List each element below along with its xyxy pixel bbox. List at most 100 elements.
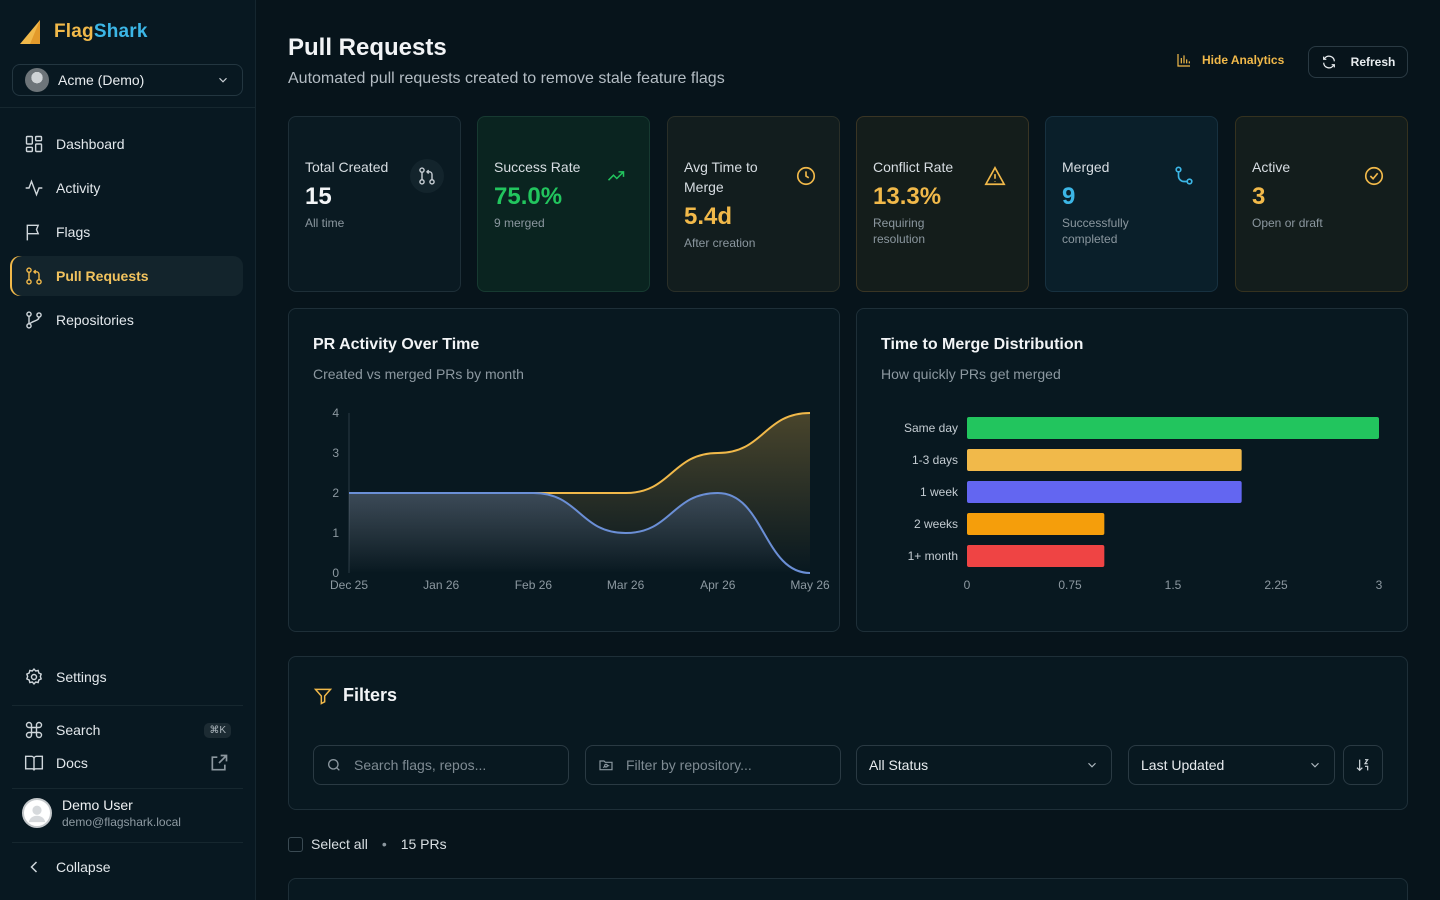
org-avatar (25, 68, 49, 92)
select-all-checkbox[interactable] (288, 836, 303, 852)
sidebar-item-docs[interactable]: Docs (10, 743, 243, 783)
sidebar-item-settings[interactable]: Settings (10, 657, 243, 697)
x-tick-label: 0 (964, 578, 971, 592)
y-category-label: 1+ month (908, 549, 958, 563)
stat-note: After creation (684, 236, 756, 250)
stat-card-merged: Merged 9 Successfully completed (1045, 116, 1218, 292)
stat-note: Successfully completed (1062, 216, 1129, 246)
user-profile[interactable]: Demo User demo@flagshark.local (22, 797, 181, 829)
sidebar-item-repositories[interactable]: Repositories (10, 300, 243, 340)
chart-title: PR Activity Over Time (313, 336, 480, 353)
sort-direction-button[interactable] (1343, 745, 1383, 785)
page-title: Pull Requests (288, 34, 447, 61)
y-category-label: Same day (904, 421, 958, 435)
x-tick-label: 2.25 (1264, 578, 1288, 592)
merge-distribution-panel: Time to Merge Distribution How quickly P… (856, 308, 1408, 632)
sidebar-item-label: Flags (56, 224, 91, 240)
folder-git-icon (599, 760, 613, 771)
stat-value: 75.0% (494, 183, 563, 210)
grid-icon (25, 135, 43, 153)
sort-select-value: Last Updated (1141, 757, 1225, 773)
chart-subtitle: How quickly PRs get merged (881, 366, 1061, 382)
gear-icon (25, 668, 43, 685)
x-tick-label: May 26 (790, 578, 830, 592)
alert-triangle-icon (978, 159, 1012, 193)
search-icon (328, 759, 340, 771)
search-placeholder: Search flags, repos... (354, 757, 487, 773)
sidebar-item-dashboard[interactable]: Dashboard (10, 124, 243, 164)
chevron-left-icon (30, 861, 38, 873)
x-tick-label: 0.75 (1058, 578, 1082, 592)
stat-value: 5.4d (684, 203, 733, 230)
x-tick-label: Feb 26 (515, 578, 553, 592)
stat-value: 9 (1062, 183, 1076, 210)
sidebar-item-label: Search (56, 722, 101, 738)
sidebar-item-search[interactable]: Search ⌘K (10, 710, 243, 750)
series-line (349, 491, 811, 574)
github-avatar-icon (28, 805, 46, 823)
sidebar-item-label: Pull Requests (56, 268, 149, 284)
bar (967, 545, 1105, 567)
chevron-down-icon (219, 77, 227, 83)
git-pull-request-icon (410, 159, 444, 193)
stat-note: Requiring resolution (873, 216, 926, 246)
collapse-label: Collapse (56, 859, 111, 875)
page-subtitle: Automated pull requests created to remov… (288, 70, 725, 87)
pr-list-card (288, 878, 1408, 900)
stat-card-avg-time: Avg Time to Merge 5.4d After creation (667, 116, 840, 292)
chart-title: Time to Merge Distribution (881, 336, 1084, 353)
stat-value: 15 (305, 183, 332, 210)
status-select[interactable]: All Status (856, 745, 1112, 785)
pr-activity-chart: 0 1 2 3 4 Dec 25 Jan 26 Feb 26 Mar 26 Apr 26 May 2… (330, 406, 830, 592)
bar (967, 449, 1242, 471)
flag-icon (26, 224, 40, 241)
sidebar-item-label: Repositories (56, 312, 134, 328)
search-shortcut-badge: ⌘K (204, 722, 231, 738)
org-name: Acme (Demo) (58, 72, 145, 88)
bar (967, 417, 1379, 439)
book-icon (24, 755, 44, 771)
stat-label: Merged (1062, 159, 1110, 175)
refresh-icon (1322, 55, 1335, 69)
sidebar-item-label: Docs (56, 755, 88, 771)
sidebar-item-label: Activity (56, 180, 101, 196)
y-tick-label: 0 (332, 566, 339, 580)
stat-value: 13.3% (873, 183, 942, 210)
y-tick-label: 4 (332, 406, 339, 420)
org-switcher[interactable]: Acme (Demo) (12, 64, 243, 96)
series-area (349, 493, 810, 573)
sidebar-divider (12, 788, 243, 789)
sidebar-item-pull-requests[interactable]: Pull Requests (10, 256, 243, 296)
x-tick-label: 3 (1376, 578, 1383, 592)
hide-analytics-label: Hide Analytics (1202, 53, 1285, 67)
refresh-label: Refresh (1350, 55, 1396, 69)
search-input[interactable]: Search flags, repos... (313, 745, 569, 785)
merge-distribution-chart: Same day 1-3 days 1 week 2 weeks 1+ month 0 0.… (904, 417, 1383, 592)
stat-value: 3 (1252, 183, 1266, 210)
refresh-button[interactable]: Refresh (1308, 46, 1408, 78)
sort-select[interactable]: Last Updated (1128, 745, 1335, 785)
sidebar-item-flags[interactable]: Flags (10, 212, 243, 252)
sidebar-item-label: Dashboard (56, 136, 125, 152)
sidebar-divider (12, 842, 243, 843)
brand[interactable]: FlagShark (18, 18, 148, 46)
filter-icon (313, 688, 333, 705)
avatar (22, 798, 52, 828)
user-name: Demo User (62, 797, 133, 813)
user-email: demo@flagshark.local (62, 815, 181, 829)
x-tick-label: 1.5 (1165, 578, 1182, 592)
stat-card-total-created: Total Created 15 All time (288, 116, 461, 292)
stat-note: Open or draft (1252, 216, 1323, 230)
hide-analytics-button[interactable]: Hide Analytics (1176, 52, 1284, 68)
filters-title-label: Filters (343, 685, 398, 705)
trending-up-icon (599, 159, 633, 193)
select-all-row: Select all • 15 PRs (288, 836, 447, 852)
git-branch-icon (26, 311, 42, 329)
sidebar-item-activity[interactable]: Activity (10, 168, 243, 208)
collapse-button[interactable]: Collapse (10, 847, 243, 887)
git-pull-request-icon (26, 267, 42, 285)
repository-filter-input[interactable]: Filter by repository... (585, 745, 841, 785)
clock-icon (789, 159, 823, 193)
bar (967, 481, 1242, 503)
stat-card-conflict-rate: Conflict Rate 13.3% Requiring resolution (856, 116, 1029, 292)
